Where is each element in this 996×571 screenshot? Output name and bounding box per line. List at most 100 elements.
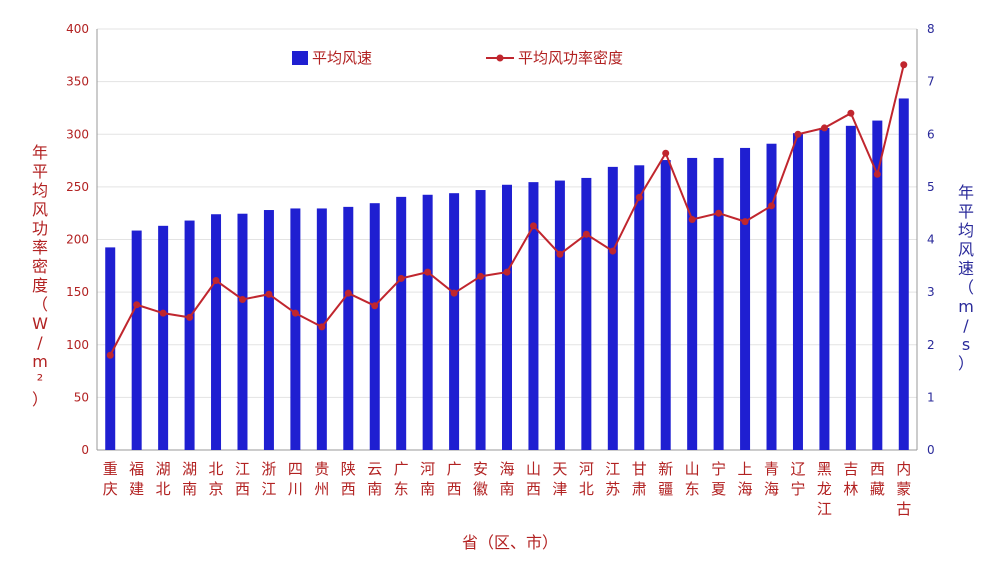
category-label: 云 xyxy=(367,460,382,478)
bar xyxy=(343,206,354,450)
line-point xyxy=(318,323,326,331)
category-label: 京 xyxy=(209,480,224,498)
left-axis-title-char: 风 xyxy=(32,200,48,219)
bar xyxy=(713,157,724,450)
left-tick-label: 100 xyxy=(66,338,89,352)
category-label: 浙 xyxy=(261,460,276,478)
right-tick-label: 8 xyxy=(927,22,935,36)
bar xyxy=(158,225,169,450)
category-label: 黑 xyxy=(817,460,832,478)
bar xyxy=(475,190,486,450)
line-point xyxy=(662,149,670,157)
bar xyxy=(237,213,248,450)
category-label: 福 xyxy=(129,460,144,478)
right-axis-title-char: 平 xyxy=(958,202,974,221)
category-label: 海 xyxy=(738,480,753,498)
category-label: 天 xyxy=(552,460,567,478)
line-point xyxy=(873,170,881,178)
left-axis-title-char: （ xyxy=(32,295,48,314)
line-point xyxy=(291,309,299,317)
category-labels: 重庆福建湖北湖南北京江西浙江四川贵州陕西云南广东河南广西安徽海南山西天津河北江苏… xyxy=(103,460,912,518)
bar xyxy=(211,214,222,450)
category-label: 藏 xyxy=(870,480,885,498)
bar xyxy=(687,157,698,450)
axes xyxy=(96,29,918,450)
bar xyxy=(898,98,909,450)
category-label: 青 xyxy=(764,460,779,478)
category-label: 肃 xyxy=(632,480,647,498)
left-tick-label: 300 xyxy=(66,127,89,141)
left-tick-label: 50 xyxy=(74,390,89,404)
line-point xyxy=(635,193,643,201)
category-label: 宁 xyxy=(790,480,805,498)
line-point xyxy=(133,301,141,309)
line-point xyxy=(397,274,405,282)
bar xyxy=(396,196,407,450)
category-label: 川 xyxy=(288,480,303,498)
category-label: 北 xyxy=(209,460,224,478)
bar xyxy=(660,160,671,450)
bar xyxy=(528,182,539,451)
line-point xyxy=(212,277,220,285)
left-axis-title-char: W xyxy=(32,314,48,333)
bar xyxy=(369,203,380,450)
bar xyxy=(263,210,274,450)
bar xyxy=(792,133,803,450)
line-point xyxy=(609,247,617,255)
line-point xyxy=(106,351,114,359)
left-axis-title-char: 年 xyxy=(32,143,48,162)
left-tick-label: 0 xyxy=(81,443,89,457)
category-label: 河 xyxy=(579,460,594,478)
category-label: 疆 xyxy=(658,480,673,498)
category-label: 山 xyxy=(685,460,700,478)
category-label: 东 xyxy=(685,480,700,498)
line-point xyxy=(847,109,855,117)
bar xyxy=(554,180,565,450)
left-axis-title-char: 功 xyxy=(32,219,48,238)
category-label: 西 xyxy=(526,480,541,498)
right-tick-label: 5 xyxy=(927,180,935,194)
line-point xyxy=(794,130,802,138)
bar xyxy=(502,184,512,450)
bar xyxy=(819,127,830,450)
right-axis-title-char: s xyxy=(962,335,970,354)
category-label: 西 xyxy=(870,460,885,478)
right-tick-label: 0 xyxy=(927,443,935,457)
line-point xyxy=(556,250,564,258)
right-tick-label: 1 xyxy=(927,390,935,404)
left-axis-title-char: / xyxy=(37,333,43,352)
left-tick-label: 200 xyxy=(66,233,89,247)
right-axis-title-char: / xyxy=(963,316,969,335)
line-point xyxy=(688,216,696,224)
category-label: 海 xyxy=(499,460,514,478)
left-axis-title-char: 度 xyxy=(32,276,48,295)
right-axis-ticks: 0 1 2 3 4 5 6 7 8 xyxy=(927,22,935,457)
category-label: 陕 xyxy=(341,460,356,478)
category-label: 南 xyxy=(420,480,435,498)
category-label: 南 xyxy=(182,480,197,498)
line-point xyxy=(768,202,776,210)
left-axis-title-char: 均 xyxy=(32,181,48,200)
right-axis-title-char: m xyxy=(958,297,974,316)
category-label: 西 xyxy=(341,480,356,498)
category-label: 吉 xyxy=(843,460,858,478)
right-tick-label: 2 xyxy=(927,338,935,352)
left-axis-title-char: 密 xyxy=(32,257,48,276)
legend-bar-swatch xyxy=(292,51,308,65)
left-axis-title-char: 平 xyxy=(32,162,48,181)
category-label: 东 xyxy=(394,480,409,498)
category-label: 西 xyxy=(447,480,462,498)
line-point xyxy=(265,290,273,298)
left-tick-label: 400 xyxy=(66,22,89,36)
category-label: 湖 xyxy=(182,460,197,478)
category-label: 江 xyxy=(817,500,832,518)
left-axis-title-char: m xyxy=(32,352,48,371)
category-label: 湖 xyxy=(156,460,171,478)
category-label: 庆 xyxy=(103,480,118,498)
category-label: 北 xyxy=(579,480,594,498)
category-label: 蒙 xyxy=(896,480,911,498)
category-label: 西 xyxy=(235,480,250,498)
category-label: 古 xyxy=(896,500,911,518)
